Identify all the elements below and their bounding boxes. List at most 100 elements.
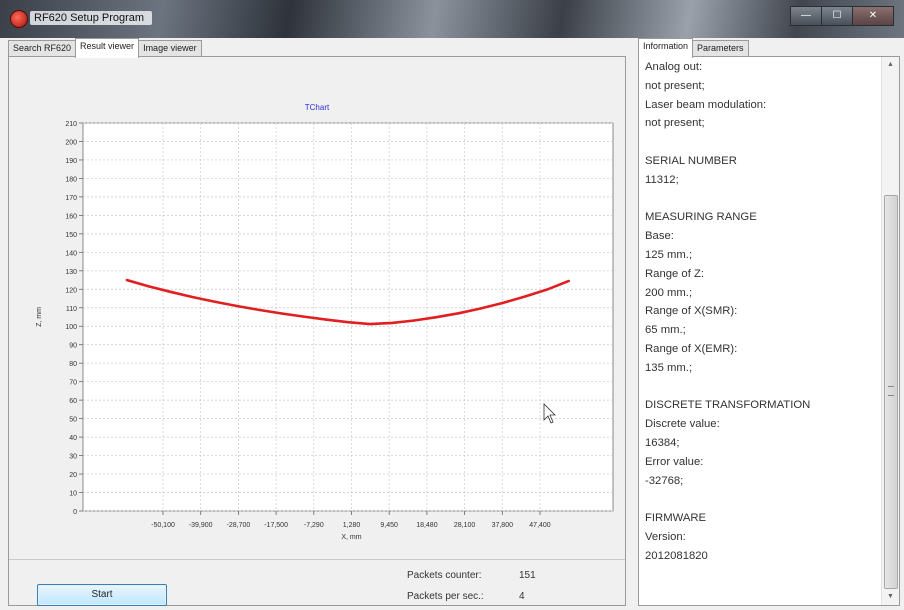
close-button[interactable]: ✕ [852,6,894,26]
info-line: not present; [645,117,705,130]
data-point [545,288,548,291]
info-blank-line [645,490,875,509]
info-blank-line [645,378,875,397]
chart-panel: TChart 210 200 190 180 170 160 150 140 130 120 110… [13,61,621,557]
chart-title: TChart [304,103,330,112]
y-tick-label: 10 [69,491,77,498]
y-tick-label: 180 [65,176,77,183]
x-tick-label: 28,100 [454,522,476,529]
scroll-up-icon[interactable]: ▲ [887,61,894,68]
info-line: 16384; [645,436,680,449]
y-tick-label: 30 [69,454,77,461]
information-lines: Analog out: not present; Laser beam modula… [645,58,875,566]
grip-icon [888,386,894,396]
right-tab-strip: Information Parameters [638,38,749,58]
data-point [346,320,350,324]
y-tick-label: 110 [66,306,77,313]
tab-information[interactable]: Information [638,38,694,58]
data-point [501,301,504,305]
data-point [567,279,571,283]
window-controls: — ☐ ✕ [790,6,894,26]
y-tick-label: 170 [65,195,77,202]
info-line: Range of X(SMR): [645,305,738,318]
start-button[interactable]: Start [37,584,167,606]
y-tick-label: 60 [69,398,77,405]
profile-chart: 2102001901801701601501401301201101009080… [36,121,614,541]
packets-counter-value: 151 [519,570,536,581]
y-tick-label: 130 [65,269,77,276]
left-tab-strip: Search RF620 Result viewer Image viewer [8,38,202,58]
y-tick-label: 40 [69,435,77,442]
info-blank-line [645,190,875,209]
data-point [214,300,217,304]
info-line: Discrete value: [645,418,720,431]
y-tick-label: 50 [69,417,77,424]
packets-counter-label: Packets counter: [407,570,482,581]
x-tick-label: -17,500 [264,522,288,529]
scroll-down-icon[interactable]: ▼ [887,593,894,600]
y-tick-label: 90 [69,343,77,350]
info-blank-line [645,133,875,152]
plot-area [82,122,614,512]
y-tick-label: 150 [65,232,77,239]
y-tick-label: 160 [65,213,77,220]
data-point [125,278,128,282]
scrollbar-thumb[interactable] [884,195,898,589]
x-tick-label: -7,290 [304,522,324,529]
info-line: -32768; [645,474,684,487]
info-line: 2012081820 [645,549,708,562]
packets-per-sec-value: 4 [519,591,525,602]
info-line: MEASURING RANGE [645,211,757,224]
y-tick-label: 70 [69,380,77,387]
data-point [523,295,526,298]
data-point [413,319,416,322]
y-tick-label: 140 [65,250,77,257]
vertical-scrollbar[interactable]: ▲ ▼ [881,57,899,605]
info-line: 65 mm.; [645,324,686,337]
y-tick-label: 0 [73,509,77,516]
info-line: Range of X(EMR): [645,342,738,355]
data-point [368,322,372,326]
data-point [479,307,482,310]
mouse-cursor-icon [543,403,556,424]
y-tick-label: 80 [69,361,77,368]
data-point [324,318,328,321]
data-point [457,312,460,315]
maximize-button[interactable]: ☐ [821,6,853,26]
y-tick-label: 190 [65,158,77,165]
data-point [192,296,195,299]
y-tick-label: 210 [65,121,77,128]
result-viewer-page: TChart 210 200 190 180 170 160 150 140 130 120 110… [8,56,626,606]
status-area: Start Packets counter: 151 Packets per s… [9,559,625,606]
minimize-button[interactable]: — [790,6,822,26]
right-pane: Information Parameters Analog out: not pr… [638,38,900,606]
left-pane: Search RF620 Result viewer Image viewer … [8,38,626,606]
x-tick-label: 18,480 [416,522,438,529]
data-point [390,321,394,325]
info-line: DISCRETE TRANSFORMATION [645,399,811,412]
x-tick-label: 37,800 [492,522,514,529]
y-tick-label: 20 [69,472,77,479]
packets-per-sec-label: Packets per sec.: [407,591,484,602]
x-tick-label: -50,100 [151,522,175,529]
x-tick-label: 1,280 [343,522,361,529]
y-axis-label: Z, mm [36,307,43,327]
data-point [280,312,283,315]
x-tick-label: -28,700 [227,522,251,529]
info-line: not present; [645,79,705,92]
information-text-box[interactable]: Analog out: not present; Laser beam modula… [638,56,900,606]
title-bar[interactable]: RF620 Setup Program — ☐ ✕ [0,0,904,38]
tab-result-viewer[interactable]: Result viewer [75,38,140,58]
app-logo-icon [10,10,28,28]
info-line: 200 mm.; [645,286,693,299]
info-line: 135 mm.; [645,361,693,374]
data-point [302,315,306,318]
info-line: 11312; [645,173,679,186]
data-point [236,304,239,308]
data-point [170,290,173,294]
info-line: Analog out: [645,61,703,73]
y-tick-label: 200 [65,139,77,146]
info-line: SERIAL NUMBER [645,154,737,167]
info-line: Error value: [645,455,704,468]
